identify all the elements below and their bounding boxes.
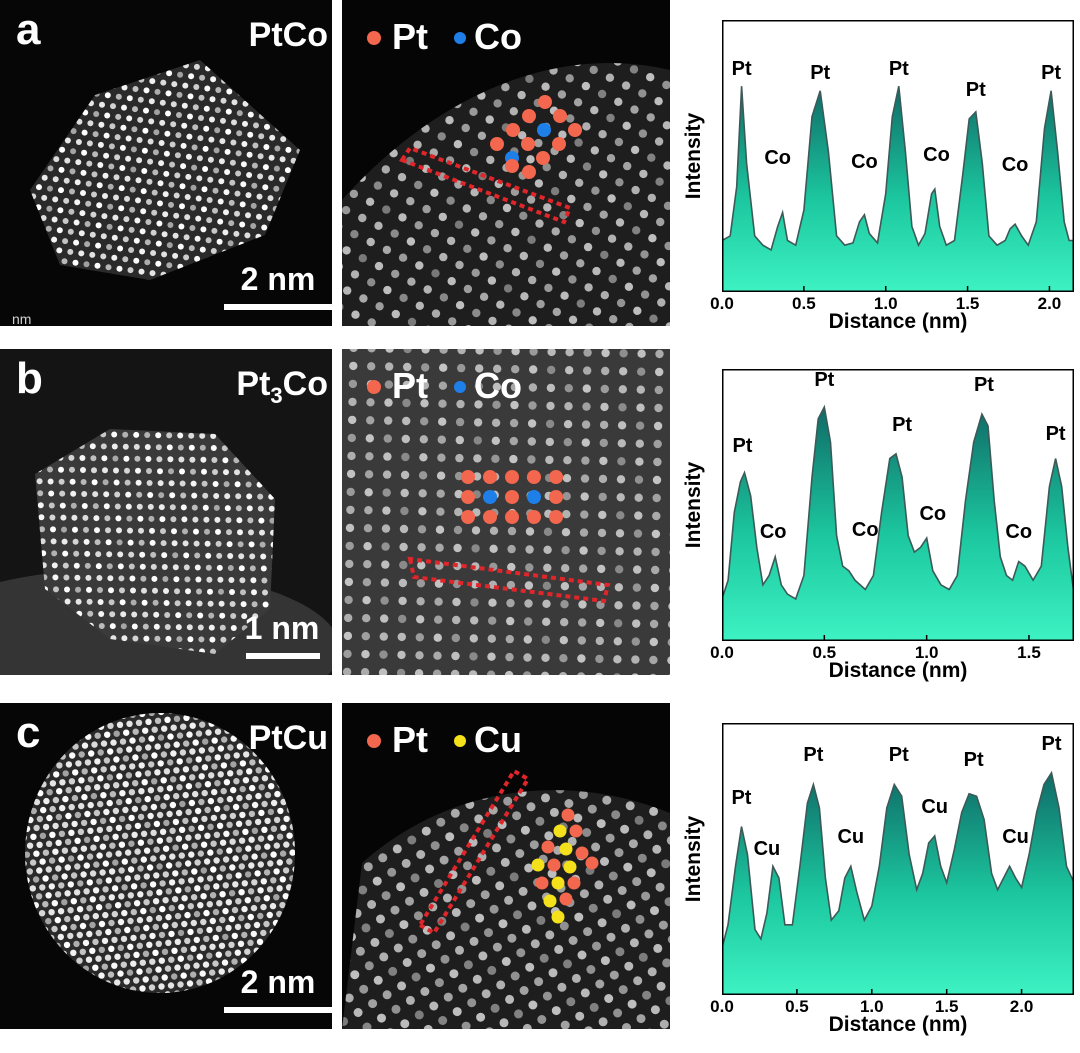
legend-label: Pt (392, 365, 428, 406)
material-label: PtCo (248, 16, 328, 54)
x-tick-label: 1.5 (1017, 643, 1041, 662)
panel-letter: a (16, 5, 41, 54)
peak-label: Pt (888, 57, 909, 80)
panel-letter: c (16, 708, 41, 757)
peak-label: Pt (814, 369, 835, 392)
legend-label: Pt (392, 719, 428, 760)
intensity-area (722, 407, 1074, 641)
peak-label: Pt (963, 749, 984, 772)
peak-label: Co (759, 521, 787, 544)
x-tick-label: 2.0 (1009, 997, 1034, 1016)
peak-label: Co (851, 519, 879, 542)
stray-label: nm (12, 311, 32, 327)
profile-plot (721, 723, 1075, 995)
scale-bar (246, 653, 320, 659)
peak-label: Pt (965, 78, 986, 101)
zoom-image (342, 703, 670, 1029)
particle-lattice (0, 429, 332, 675)
intensity-area (722, 772, 1074, 995)
particle-lattice (25, 713, 295, 993)
peak-label: Pt (892, 413, 913, 436)
peak-label: Pt (803, 744, 824, 767)
peak-label: Pt (1041, 62, 1062, 85)
zoom-image (342, 349, 670, 675)
x-axis-label: Distance (nm) (828, 1013, 968, 1036)
x-tick-label: 1.0 (914, 643, 939, 662)
material-label: Pt3Co (236, 365, 328, 408)
peak-label: Pt (973, 374, 994, 397)
peak-label: Cu (753, 837, 781, 860)
x-tick-label: 0.0 (710, 997, 734, 1016)
peak-label: Pt (731, 57, 752, 80)
legend-label: Co (474, 16, 522, 57)
x-axis-label: Distance (nm) (828, 310, 968, 333)
peak-label: Co (1001, 153, 1029, 176)
peak-label: Co (923, 144, 950, 167)
peak-label: Pt (1041, 732, 1062, 755)
x-tick-label: 1.0 (873, 294, 898, 313)
material-label: PtCu (248, 719, 328, 757)
x-tick-label: 2.0 (1037, 294, 1062, 313)
scale-bar (224, 1007, 332, 1013)
peak-label: Co (919, 502, 947, 525)
profile-svg (721, 369, 1075, 641)
x-tick-label: 0.0 (710, 643, 734, 662)
peak-label: Pt (810, 62, 831, 85)
peak-label: Cu (1002, 826, 1029, 849)
particle-lattice (30, 60, 300, 280)
x-tick-label: 0.5 (792, 294, 816, 313)
legend-label: Cu (474, 719, 522, 760)
particle-image (0, 349, 332, 675)
y-axis-label: Intensity (682, 112, 705, 200)
x-axis-label: Distance (nm) (828, 659, 968, 682)
zoom-lattice (342, 31, 670, 326)
profile-plot (721, 369, 1075, 641)
x-tick-label: 1.0 (859, 997, 884, 1016)
x-tick-label: 1.5 (934, 997, 959, 1016)
peak-label: Pt (732, 434, 753, 457)
scale-bar (224, 304, 332, 310)
zoom-image (342, 0, 670, 326)
peak-label: Pt (888, 744, 909, 767)
y-axis-label: Intensity (682, 815, 705, 903)
x-tick-label: 0.0 (710, 294, 734, 313)
peak-label: Co (851, 151, 878, 174)
legend-label: Pt (392, 16, 428, 57)
x-tick-label: 0.5 (812, 643, 837, 662)
zoom-lattice (342, 349, 670, 675)
panel-letter: b (16, 354, 43, 403)
peak-label: Pt (1045, 423, 1066, 446)
y-axis-label: Intensity (682, 461, 705, 549)
peak-label: Co (764, 146, 791, 169)
intensity-line (721, 770, 1075, 949)
zoom-lattice (342, 734, 670, 1029)
scale-bar-label: 1 nm (244, 610, 320, 646)
x-tick-label: 0.5 (785, 997, 809, 1016)
profile-svg (721, 20, 1074, 292)
peak-label: Cu (921, 795, 949, 818)
scale-bar-label: 2 nm (240, 261, 316, 297)
particle-image (0, 0, 332, 326)
profile-plot (721, 20, 1074, 292)
peak-label: Cu (837, 826, 865, 849)
intensity-area (722, 86, 1074, 292)
peak-label: Co (1005, 521, 1033, 544)
x-tick-label: 1.5 (955, 294, 980, 313)
intensity-line (721, 86, 1074, 252)
legend-label: Co (474, 365, 522, 406)
intensity-line (721, 404, 1075, 601)
peak-label: Pt (731, 786, 752, 809)
particle-image (0, 703, 332, 1029)
profile-svg (721, 723, 1075, 995)
scale-bar-label: 2 nm (240, 964, 316, 1000)
